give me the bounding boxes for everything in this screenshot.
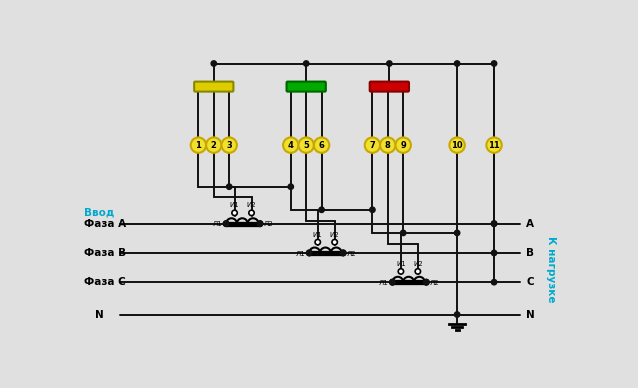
Circle shape — [415, 269, 420, 274]
Circle shape — [232, 210, 237, 216]
Text: 1: 1 — [195, 140, 202, 150]
Circle shape — [491, 250, 497, 256]
Circle shape — [226, 184, 232, 189]
FancyBboxPatch shape — [194, 81, 234, 92]
Circle shape — [315, 239, 320, 245]
Circle shape — [454, 312, 460, 317]
Circle shape — [486, 137, 501, 153]
Text: Л1: Л1 — [212, 222, 222, 227]
Text: A: A — [526, 219, 535, 229]
Text: Фаза B: Фаза B — [84, 248, 126, 258]
Text: Л2: Л2 — [430, 280, 440, 286]
Circle shape — [283, 137, 299, 153]
Circle shape — [396, 137, 411, 153]
Text: 5: 5 — [303, 140, 309, 150]
Circle shape — [398, 269, 404, 274]
Text: И1: И1 — [313, 232, 323, 237]
Circle shape — [454, 230, 460, 236]
FancyBboxPatch shape — [369, 81, 409, 92]
Circle shape — [223, 221, 229, 226]
Text: 3: 3 — [226, 140, 232, 150]
Circle shape — [491, 279, 497, 285]
Text: И2: И2 — [247, 202, 256, 208]
Circle shape — [304, 61, 309, 66]
Circle shape — [390, 279, 395, 285]
Text: Л2: Л2 — [347, 251, 357, 257]
Circle shape — [449, 137, 465, 153]
Circle shape — [307, 250, 312, 256]
Text: 10: 10 — [451, 140, 463, 150]
Text: Фаза C: Фаза C — [84, 277, 126, 287]
Circle shape — [257, 221, 263, 226]
Circle shape — [191, 137, 206, 153]
Circle shape — [319, 207, 324, 213]
Text: Л2: Л2 — [264, 222, 274, 227]
Circle shape — [299, 137, 314, 153]
Circle shape — [206, 137, 221, 153]
Circle shape — [424, 279, 429, 285]
Circle shape — [491, 61, 497, 66]
Circle shape — [380, 137, 396, 153]
Circle shape — [257, 221, 263, 226]
Text: И1: И1 — [396, 261, 406, 267]
Text: Фаза A: Фаза A — [84, 219, 126, 229]
Circle shape — [454, 61, 460, 66]
Circle shape — [491, 221, 497, 226]
Text: 9: 9 — [400, 140, 406, 150]
Circle shape — [221, 137, 237, 153]
Text: Ввод: Ввод — [84, 208, 114, 218]
Text: N: N — [526, 310, 535, 320]
Circle shape — [211, 61, 216, 66]
Text: И1: И1 — [230, 202, 239, 208]
Text: N: N — [95, 310, 104, 320]
Text: 4: 4 — [288, 140, 293, 150]
Text: И2: И2 — [330, 232, 339, 237]
Circle shape — [387, 61, 392, 66]
Text: Л1: Л1 — [379, 280, 389, 286]
Text: И2: И2 — [413, 261, 422, 267]
Circle shape — [491, 221, 497, 226]
Circle shape — [314, 137, 329, 153]
Text: 8: 8 — [385, 140, 390, 150]
Circle shape — [369, 207, 375, 213]
Circle shape — [424, 279, 429, 285]
Text: 2: 2 — [211, 140, 217, 150]
Text: К нагрузке: К нагрузке — [546, 236, 556, 302]
Text: B: B — [526, 248, 535, 258]
Circle shape — [390, 279, 395, 285]
Text: 7: 7 — [369, 140, 375, 150]
Text: C: C — [526, 277, 534, 287]
Text: 6: 6 — [318, 140, 325, 150]
Circle shape — [288, 184, 293, 189]
Circle shape — [223, 221, 229, 226]
Text: 11: 11 — [488, 140, 500, 150]
Circle shape — [365, 137, 380, 153]
FancyBboxPatch shape — [286, 81, 326, 92]
Circle shape — [249, 210, 254, 216]
Circle shape — [341, 250, 346, 256]
Circle shape — [401, 230, 406, 236]
Text: Л1: Л1 — [295, 251, 306, 257]
Circle shape — [341, 250, 346, 256]
Circle shape — [332, 239, 338, 245]
Circle shape — [307, 250, 312, 256]
